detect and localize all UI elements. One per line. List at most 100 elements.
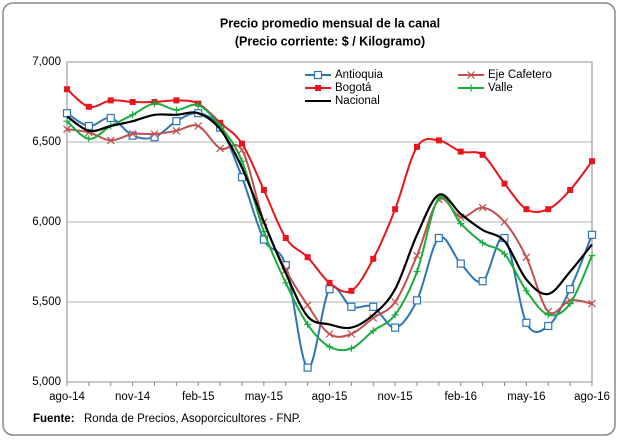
data-point: [173, 97, 180, 104]
data-point: [172, 126, 181, 135]
x-tick-label: feb-15: [182, 391, 215, 403]
data-point: [326, 343, 333, 351]
data-point: [589, 158, 595, 165]
data-point: [282, 235, 289, 241]
data-point: [522, 318, 531, 327]
legend-marker: [315, 85, 321, 91]
data-point: [84, 121, 93, 131]
x-tick-label: ago-16: [574, 391, 610, 403]
data-point: [303, 301, 312, 310]
data-point: [479, 239, 487, 247]
data-point: [435, 137, 442, 144]
y-tick-label: 5,000: [32, 376, 61, 388]
chart-subtitle: (Precio corriente: $ / Kilogramo): [235, 34, 425, 48]
legend-marker: [467, 71, 475, 79]
data-point: [85, 103, 92, 110]
source-label: Fuente:: [33, 413, 75, 425]
data-point: [347, 302, 356, 311]
data-point: [194, 101, 202, 109]
data-point: [369, 302, 378, 311]
data-point: [63, 117, 71, 125]
data-point: [478, 277, 487, 286]
data-point: [150, 130, 159, 138]
data-point: [413, 268, 421, 276]
data-point: [501, 250, 508, 258]
data-point: [85, 135, 93, 143]
data-point: [391, 311, 399, 319]
legend-label: Nacional: [335, 95, 380, 107]
data-point: [129, 99, 136, 105]
data-point: [325, 330, 334, 338]
data-point: [347, 330, 356, 338]
data-point: [282, 279, 290, 287]
chart-title: Precio promedio mensual de la canal: [220, 16, 440, 30]
data-point: [64, 86, 70, 93]
data-point: [588, 252, 596, 260]
data-point: [172, 117, 181, 126]
data-point: [304, 320, 312, 328]
data-point: [260, 228, 268, 236]
data-point: [478, 203, 487, 212]
data-point: [412, 296, 422, 305]
legend-label: Bogotá: [335, 82, 372, 94]
x-tick-label: nov-15: [378, 391, 413, 403]
data-point: [172, 106, 180, 114]
data-point: [544, 311, 552, 319]
data-point: [347, 344, 355, 352]
series-line: [66, 111, 593, 330]
data-point: [500, 218, 509, 226]
data-point: [106, 136, 115, 145]
data-point: [106, 113, 115, 123]
x-tick-label: may-15: [245, 391, 283, 403]
data-point: [326, 279, 333, 286]
data-point: [457, 148, 464, 155]
data-point: [567, 187, 574, 193]
data-point: [151, 100, 158, 108]
data-point: [457, 220, 465, 228]
data-point: [304, 254, 311, 261]
data-point: [413, 251, 421, 260]
data-point: [216, 144, 225, 153]
data-point: [566, 285, 575, 294]
data-point: [62, 109, 72, 118]
source-text: Ronda de Precios, Asoporcicultores - FNP…: [84, 413, 301, 425]
legend-marker: [313, 70, 323, 80]
data-point: [566, 300, 574, 308]
legend-label: Antioquia: [335, 69, 384, 81]
data-point: [434, 233, 443, 243]
data-point: [391, 323, 400, 332]
data-point: [523, 206, 530, 213]
y-tick-label: 7,000: [32, 56, 61, 68]
data-point: [194, 122, 203, 130]
data-point: [587, 230, 597, 239]
data-point: [128, 130, 137, 138]
data-point: [544, 321, 553, 331]
data-point: [107, 97, 114, 104]
legend-label: Valle: [488, 82, 513, 94]
data-point: [392, 206, 399, 213]
data-point: [456, 259, 465, 268]
data-point: [260, 187, 267, 193]
x-tick-label: feb-16: [444, 391, 477, 403]
x-tick-label: ago-15: [312, 391, 348, 403]
data-point: [522, 287, 530, 295]
legend-marker: [467, 84, 475, 92]
data-point: [303, 363, 312, 372]
data-point: [370, 255, 377, 262]
y-tick-label: 6,500: [32, 136, 61, 148]
data-point: [588, 299, 596, 308]
data-point: [414, 143, 420, 150]
x-tick-label: ago-14: [49, 391, 85, 403]
y-tick-label: 6,000: [32, 216, 61, 228]
data-point: [325, 285, 334, 294]
data-point: [348, 287, 355, 294]
y-tick-label: 5,500: [32, 296, 61, 308]
data-point: [479, 151, 486, 158]
legend-label: Eje Cafetero: [488, 69, 552, 81]
data-point: [239, 140, 245, 147]
chart-frame: [2, 2, 616, 436]
data-point: [391, 298, 400, 306]
data-point: [501, 180, 508, 187]
x-tick-label: nov-14: [115, 391, 151, 403]
